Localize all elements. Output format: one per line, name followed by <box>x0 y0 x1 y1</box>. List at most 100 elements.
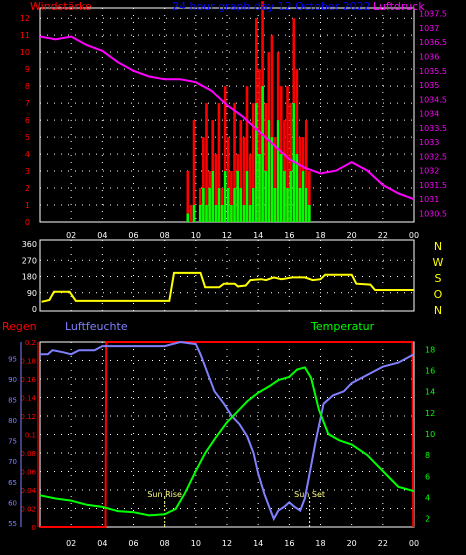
wind-gust-bar <box>192 120 196 222</box>
wind-speed-tick: 0 <box>25 218 30 227</box>
time-tick: 10 <box>191 231 201 240</box>
rain-line <box>40 341 415 528</box>
pressure-tick: 1036 <box>419 53 439 62</box>
time-tick: 02 <box>66 231 76 240</box>
wind-average-bar <box>258 154 261 222</box>
climate-grid <box>40 342 414 527</box>
wind-average-bar <box>283 171 286 222</box>
wind-gust-bar <box>233 103 236 222</box>
wind-pressure-grid <box>40 8 414 222</box>
temperature-tick: 8 <box>425 451 430 460</box>
time-tick: 02 <box>66 539 76 548</box>
pressure-tick: 1034.5 <box>419 95 447 104</box>
compass-letter: O <box>434 288 443 301</box>
compass-letter: N <box>434 240 442 253</box>
wind-average-bar <box>220 205 224 222</box>
wind-gust-bar <box>251 103 255 222</box>
humidity-tick: 80 <box>8 417 17 425</box>
wind-average-bars <box>186 86 311 222</box>
rain-tick: 0.16 <box>20 376 36 384</box>
pressure-tick: 1037.5 <box>419 10 447 19</box>
wind-gust-bar <box>264 103 268 222</box>
wind-gust-bar <box>286 86 289 222</box>
wind-average-bar <box>192 205 196 222</box>
pressure-tick: 1035 <box>419 81 439 90</box>
wind-average-bar <box>186 213 190 222</box>
pressure-tick: 1033.5 <box>419 124 447 133</box>
rain-humidity-temperature-panel: Sun Rise Sun Set 0 0.02 0.04 0.06 0.08 0.1 0.12… <box>2 320 435 548</box>
wind-average-bar <box>205 205 208 222</box>
rain-tick: 0 <box>32 524 36 532</box>
sun-marker-label: Sun Set <box>294 490 325 499</box>
wind-speed-tick: 4 <box>25 150 30 159</box>
rain-tick: 0.04 <box>20 487 36 495</box>
time-tick: 14 <box>253 231 263 240</box>
wind-average-bar <box>198 205 202 222</box>
wind-gust-bar <box>258 69 261 223</box>
wind-time-axis: 02 04 06 08 10 12 14 16 18 20 22 00 <box>66 231 419 240</box>
wind-average-bar <box>255 103 258 222</box>
wind-gust-bar <box>186 171 190 222</box>
rain-axis-label: Regen <box>2 320 37 333</box>
temperature-tick: 10 <box>425 430 435 439</box>
wind-direction-tick: 360 <box>22 240 37 249</box>
wind-gust-bar <box>245 86 249 222</box>
humidity-tick: 60 <box>8 499 17 507</box>
chart-title: 24 hour graph day 12 October 2022 <box>172 0 371 13</box>
wind-average-bar <box>273 188 277 222</box>
time-tick: 06 <box>128 539 138 548</box>
humidity-tick: 65 <box>8 479 17 487</box>
wind-average-bar <box>211 171 215 222</box>
wind-average-bar <box>264 171 268 222</box>
humidity-tick: 90 <box>8 376 17 384</box>
time-tick: 08 <box>160 231 170 240</box>
climate-time-axis: 02 04 06 08 10 12 14 16 18 20 22 00 <box>66 539 419 548</box>
wind-average-bar <box>276 120 280 222</box>
humidity-tick: 70 <box>8 458 17 466</box>
wind-gust-bar <box>239 120 243 222</box>
wind-average-bar <box>236 171 239 222</box>
wind-gust-bar <box>289 103 292 222</box>
time-tick: 12 <box>222 539 232 548</box>
temperature-line <box>39 366 415 517</box>
wind-speed-tick: 8 <box>25 82 30 91</box>
humidity-tick: 55 <box>8 520 17 528</box>
temperature-tick: 12 <box>425 409 435 418</box>
pressure-tick: 1031.5 <box>419 181 447 190</box>
temperature-axis: 2 4 6 8 10 12 14 16 18 <box>425 345 435 523</box>
wind-gust-bar <box>308 171 311 222</box>
wind-gust-bar <box>214 154 218 222</box>
compass-letter: N <box>434 304 442 317</box>
wind-average-bar <box>304 188 308 222</box>
time-tick: 20 <box>347 539 357 548</box>
sun-markers: Sun Rise Sun Set <box>147 490 325 527</box>
rain-axis: 0 0.02 0.04 0.06 0.08 0.1 0.12 0.14 0.16 0.18 0.2 <box>20 339 36 532</box>
wind-average-bar <box>230 205 233 222</box>
wind-gust-bar <box>223 86 227 222</box>
wind-gust-bar <box>248 154 252 222</box>
time-tick: 00 <box>409 539 419 548</box>
wind-speed-tick: 2 <box>25 184 30 193</box>
temperature-tick: 18 <box>425 345 435 354</box>
wind-gust-bar <box>295 69 299 223</box>
rain-tick: 0.18 <box>20 358 36 366</box>
pressure-tick: 1030.5 <box>419 209 447 218</box>
wind-average-bar <box>217 188 221 222</box>
wind-speed-tick: 7 <box>25 99 30 108</box>
wind-axis-label: Windstärke <box>30 0 92 13</box>
pressure-tick: 1033 <box>419 138 439 147</box>
pressure-tick: 1032 <box>419 167 439 176</box>
wind-gust-bar <box>270 35 274 222</box>
rain-tick: 0.08 <box>20 450 36 458</box>
wind-average-bar <box>301 171 305 222</box>
time-tick: 16 <box>284 539 294 548</box>
wind-average-bar <box>242 205 246 222</box>
temperature-tick: 14 <box>425 388 435 397</box>
wind-average-bar <box>270 137 274 222</box>
pressure-line <box>39 35 415 201</box>
wind-average-bar <box>248 205 252 222</box>
wind-average-bar <box>227 188 230 222</box>
